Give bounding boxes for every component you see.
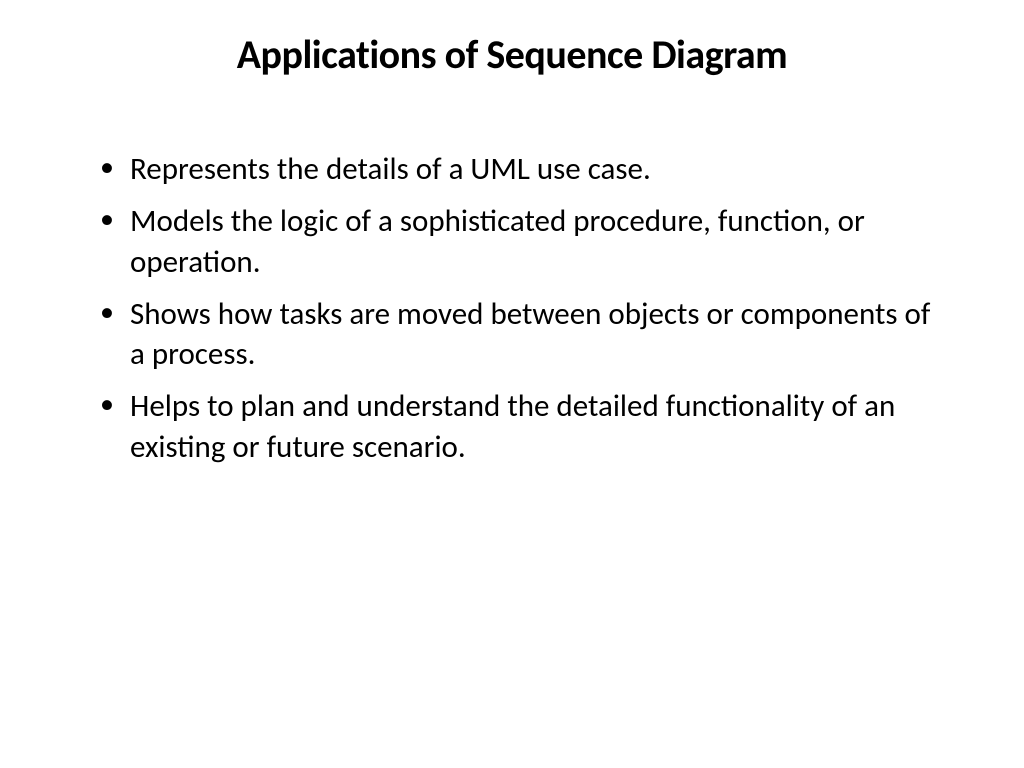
bullet-item: Models the logic of a sophisticated proc… xyxy=(100,201,944,282)
bullet-list: Represents the details of a UML use case… xyxy=(80,149,944,467)
bullet-item: Shows how tasks are moved between object… xyxy=(100,294,944,375)
slide-title: Applications of Sequence Diagram xyxy=(80,30,944,79)
bullet-item: Represents the details of a UML use case… xyxy=(100,149,944,189)
bullet-item: Helps to plan and understand the detaile… xyxy=(100,386,944,467)
